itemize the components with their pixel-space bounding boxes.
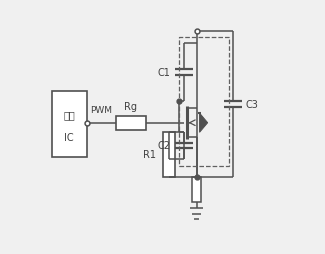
FancyBboxPatch shape [52,92,87,157]
Text: C2: C2 [157,141,170,151]
Text: 电源: 电源 [63,110,75,120]
Polygon shape [200,114,208,133]
Text: Rg: Rg [124,101,137,111]
FancyBboxPatch shape [116,116,146,130]
Text: C3: C3 [246,99,259,109]
Text: C1: C1 [157,68,170,78]
FancyBboxPatch shape [163,132,175,177]
Text: PWM: PWM [90,105,112,115]
Text: R1: R1 [143,150,156,160]
Text: IC: IC [64,133,74,142]
FancyBboxPatch shape [192,177,202,202]
